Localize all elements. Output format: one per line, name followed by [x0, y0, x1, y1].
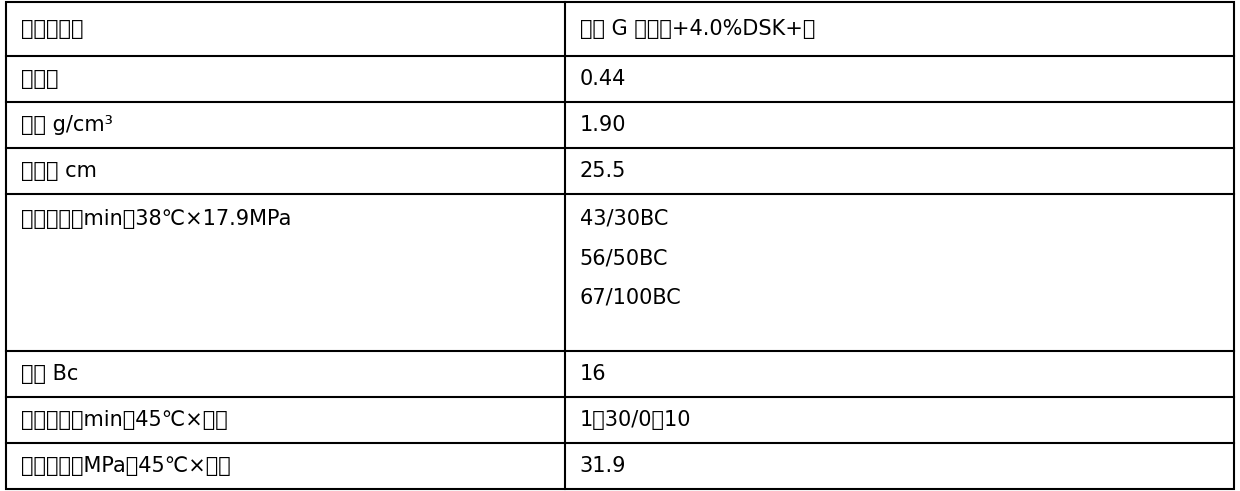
- Text: 25.5: 25.5: [579, 161, 626, 181]
- Text: 稠化时间（min）38℃×17.9MPa: 稠化时间（min）38℃×17.9MPa: [21, 209, 291, 229]
- Text: 初稠 Bc: 初稠 Bc: [21, 364, 78, 384]
- Text: 16: 16: [579, 364, 606, 384]
- Text: 43/30BC
56/50BC
67/100BC: 43/30BC 56/50BC 67/100BC: [579, 209, 682, 307]
- Text: 凝结时间（min）45℃×常压: 凝结时间（min）45℃×常压: [21, 409, 228, 430]
- Text: 1：30/0：10: 1：30/0：10: [579, 409, 691, 430]
- Text: 密度 g/cm³: 密度 g/cm³: [21, 115, 113, 136]
- Text: 抗压强度（MPa）45℃×常压: 抗压强度（MPa）45℃×常压: [21, 456, 231, 476]
- Text: 流动度 cm: 流动度 cm: [21, 161, 97, 181]
- Text: 水灰比: 水灰比: [21, 69, 58, 89]
- Text: 31.9: 31.9: [579, 456, 626, 476]
- Text: 1.90: 1.90: [579, 115, 626, 136]
- Text: 水泥浆方案: 水泥浆方案: [21, 20, 83, 39]
- Text: 0.44: 0.44: [579, 69, 626, 89]
- Text: 大连 G 级水泥+4.0%DSK+水: 大连 G 级水泥+4.0%DSK+水: [579, 20, 815, 39]
